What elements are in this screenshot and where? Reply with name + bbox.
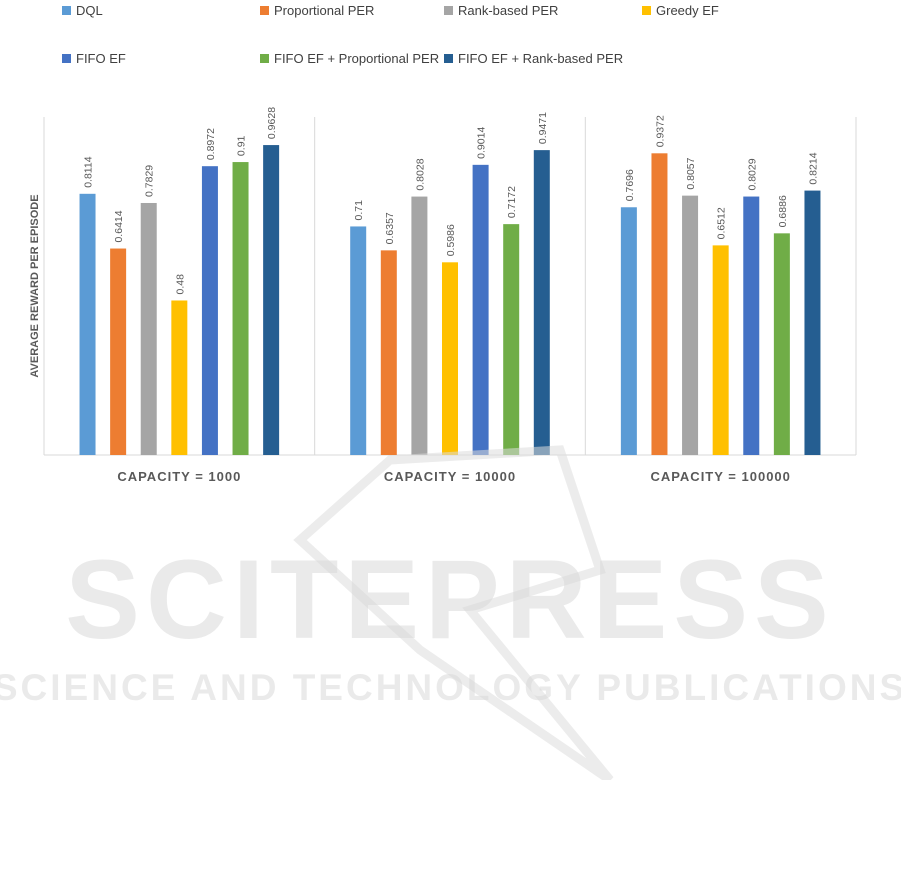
data-label: 0.9014 [476,127,488,159]
data-label: 0.8114 [83,156,95,187]
data-label: 0.91 [236,135,248,156]
data-label: 0.5986 [445,224,457,256]
legend-swatch [444,54,453,63]
bar [140,202,157,455]
legend-label: Greedy EF [656,3,719,18]
legend-swatch [62,54,71,63]
legend-label: DQL [76,3,103,18]
bar [472,164,489,455]
legend-swatch [444,6,453,15]
data-label: 0.7696 [624,169,636,201]
bar [380,250,397,455]
bar [171,300,188,455]
bar [743,196,760,455]
category-label: CAPACITY = 10000 [384,469,516,484]
y-axis-label: AVERAGE REWARD PER EPISODE [29,194,41,377]
legend-label: Rank-based PER [458,3,559,18]
bar [201,166,218,455]
bar [503,224,520,455]
bar [79,193,96,456]
data-label: 0.8028 [414,158,426,190]
bar [350,226,367,455]
data-label: 0.7829 [144,165,156,197]
bar [110,248,127,455]
legend-item: FIFO EF + Rank-based PER [444,51,623,66]
data-label: 0.6512 [716,207,728,239]
bar [773,233,790,455]
legend-label: FIFO EF + Rank-based PER [458,51,624,66]
data-label: 0.8057 [685,157,697,189]
data-label: 0.6414 [113,210,125,242]
legend-label: FIFO EF + Proportional PER [274,51,440,66]
legend: DQL Proportional PER Rank-based PER Greedy … [62,0,882,75]
bar [804,190,821,455]
bar [263,145,280,455]
legend-label: Proportional PER [274,3,375,18]
bar [442,262,458,455]
legend-swatch [642,6,651,15]
bar [712,245,729,455]
watermark-title: SCITEPRESS [65,537,835,662]
legend-swatch [62,6,71,15]
bar [232,162,249,456]
legend-swatch [260,6,269,15]
legend-item: Proportional PER [260,3,374,18]
data-label: 0.9628 [266,107,278,139]
bar [651,153,668,455]
data-label: 0.8972 [205,128,217,160]
bar [533,150,550,455]
data-label: 0.8029 [746,158,758,190]
legend-label: FIFO EF [76,51,126,66]
data-label: 0.6886 [777,195,789,227]
legend-item: DQL [62,3,103,18]
bar [620,207,637,455]
category-label: CAPACITY = 100000 [650,469,790,484]
legend-item: FIFO EF [62,51,126,66]
bar [682,195,699,455]
data-label: 0.8214 [807,152,819,184]
data-label: 0.7172 [506,186,518,218]
data-label: 0.48 [174,274,186,295]
legend-item: Rank-based PER [444,3,558,18]
watermark-subtitle: SCIENCE AND TECHNOLOGY PUBLICATIONS [0,667,901,708]
plot-area: AVERAGE REWARD PER EPISODE 0.8114 0.6414 0.… [29,107,857,484]
data-label: 0.6357 [384,212,396,244]
legend-item: FIFO EF + Proportional PER [260,51,439,66]
bar [411,196,428,455]
data-label: 0.9372 [654,115,666,147]
legend-swatch [260,54,269,63]
data-label: 0.9471 [537,112,549,144]
legend-item: Greedy EF [642,3,719,18]
category-label: CAPACITY = 1000 [117,469,241,484]
data-label: 0.71 [353,200,365,221]
